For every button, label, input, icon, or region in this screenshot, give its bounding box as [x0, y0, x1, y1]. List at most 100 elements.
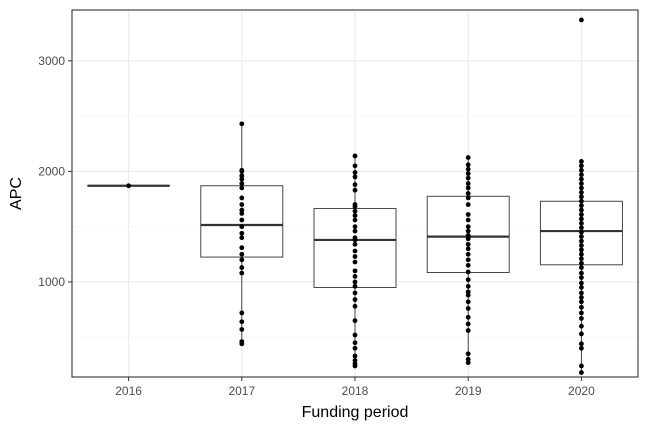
data-point	[579, 17, 584, 23]
x-tick-label: 2017	[228, 384, 255, 398]
y-axis-title: APC	[8, 177, 25, 210]
data-point	[579, 345, 584, 351]
data-point	[239, 310, 245, 316]
data-point	[352, 213, 358, 219]
data-point	[352, 318, 358, 324]
data-point	[579, 310, 584, 316]
data-point	[465, 246, 471, 252]
data-point	[239, 181, 245, 186]
data-point	[465, 299, 471, 305]
data-point	[579, 229, 584, 235]
data-point	[239, 185, 245, 191]
data-point	[352, 182, 358, 188]
data-point	[465, 236, 471, 242]
data-point	[465, 356, 471, 362]
data-point	[465, 212, 471, 217]
data-point	[239, 173, 245, 179]
data-point	[465, 171, 471, 177]
data-point	[352, 353, 358, 359]
data-point	[352, 187, 358, 193]
data-point	[579, 198, 584, 204]
data-point	[579, 370, 584, 375]
data-point	[579, 285, 584, 290]
data-point	[239, 230, 245, 236]
data-point	[579, 181, 584, 186]
data-point	[352, 259, 358, 265]
data-point	[465, 269, 471, 275]
data-point	[465, 262, 471, 268]
data-point	[465, 166, 471, 172]
data-point	[579, 247, 584, 253]
data-point	[579, 299, 584, 305]
data-point	[579, 225, 584, 231]
data-point	[579, 167, 584, 173]
data-point	[239, 217, 245, 223]
data-point	[465, 162, 471, 168]
data-point	[579, 251, 584, 257]
data-point	[579, 243, 584, 248]
data-point	[579, 331, 584, 337]
data-point	[465, 175, 471, 181]
data-point	[579, 265, 584, 270]
data-point	[579, 256, 584, 262]
data-point	[465, 241, 471, 247]
data-point	[352, 297, 358, 303]
data-point	[239, 195, 245, 201]
x-tick-label: 2019	[455, 384, 482, 398]
data-point	[239, 257, 245, 263]
axes: 1000 2000 3000 2016 2017 2018 2019 2020	[38, 54, 595, 398]
data-point	[352, 332, 358, 338]
data-point	[465, 314, 471, 320]
data-point	[352, 224, 358, 230]
data-point	[352, 202, 358, 207]
data-point	[465, 277, 471, 283]
data-point	[239, 202, 245, 207]
data-point	[465, 233, 471, 238]
data-point	[352, 361, 358, 367]
data-point	[352, 241, 358, 247]
data-point	[239, 339, 245, 345]
data-point	[239, 176, 245, 182]
data-point	[352, 153, 358, 159]
data-point	[579, 260, 584, 266]
data-point	[579, 207, 584, 213]
data-point	[579, 176, 584, 182]
data-point	[352, 248, 358, 254]
data-point	[465, 191, 471, 196]
data-point	[579, 159, 584, 164]
data-point	[352, 163, 358, 169]
data-point	[352, 283, 358, 289]
data-point	[465, 181, 471, 186]
data-point	[465, 257, 471, 263]
data-point	[465, 351, 471, 357]
data-point	[579, 304, 584, 310]
data-point	[239, 210, 245, 216]
x-tick-label: 2018	[342, 384, 369, 398]
data-point	[352, 208, 358, 214]
data-point	[465, 321, 471, 327]
data-point	[239, 167, 245, 173]
data-point	[352, 174, 358, 180]
y-tick-label: 2000	[38, 164, 65, 178]
data-point	[579, 203, 584, 209]
data-point	[579, 270, 584, 276]
data-point	[579, 189, 584, 195]
data-point	[352, 274, 358, 279]
data-point	[465, 224, 471, 230]
data-point	[352, 290, 358, 296]
data-point	[239, 121, 245, 127]
data-point	[239, 245, 245, 251]
data-point	[465, 217, 471, 223]
data-point	[352, 254, 358, 259]
data-point	[352, 170, 358, 175]
data-point	[465, 228, 471, 234]
y-tick-label: 3000	[38, 54, 65, 68]
data-point	[239, 207, 245, 213]
data-point	[465, 289, 471, 295]
data-point	[465, 306, 471, 311]
data-point	[465, 195, 471, 201]
data-point	[352, 345, 358, 351]
data-point	[465, 328, 471, 333]
